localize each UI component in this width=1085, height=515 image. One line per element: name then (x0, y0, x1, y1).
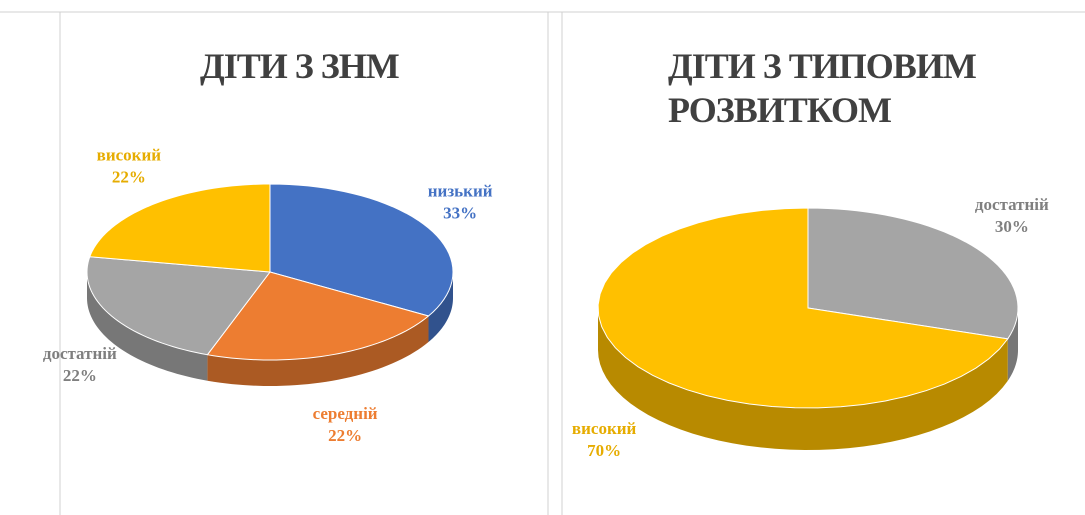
pie-side (207, 316, 429, 386)
data-label-value: 22% (328, 426, 362, 445)
data-label-name: високий (97, 145, 162, 164)
pie-side (87, 272, 208, 381)
chart-title: ДІТИ З ЗНМ (200, 46, 400, 86)
pie-slice (597, 207, 1009, 409)
data-label-name: достатній (975, 195, 1049, 214)
pie-side (1007, 308, 1018, 381)
pie-slice (269, 183, 454, 317)
pie-slice (89, 183, 271, 273)
data-label-value: 22% (63, 366, 97, 385)
data-label-value: 30% (995, 217, 1029, 236)
pie-slice (206, 271, 430, 361)
data-label-name: середній (313, 404, 378, 423)
pie-slice (86, 256, 271, 356)
data-label-name: достатній (43, 344, 117, 363)
chart-title: ДІТИ З ТИПОВИМ РОЗВИТКОМ (668, 46, 977, 130)
data-label-value: 70% (587, 441, 621, 460)
pie-side (598, 308, 1008, 450)
data-label-value: 33% (443, 204, 477, 223)
pie-slice (807, 207, 1019, 340)
data-label-name: високий (572, 419, 637, 438)
data-label-value: 22% (112, 167, 146, 186)
pie-side (428, 272, 453, 342)
data-label-name: низький (428, 182, 493, 201)
